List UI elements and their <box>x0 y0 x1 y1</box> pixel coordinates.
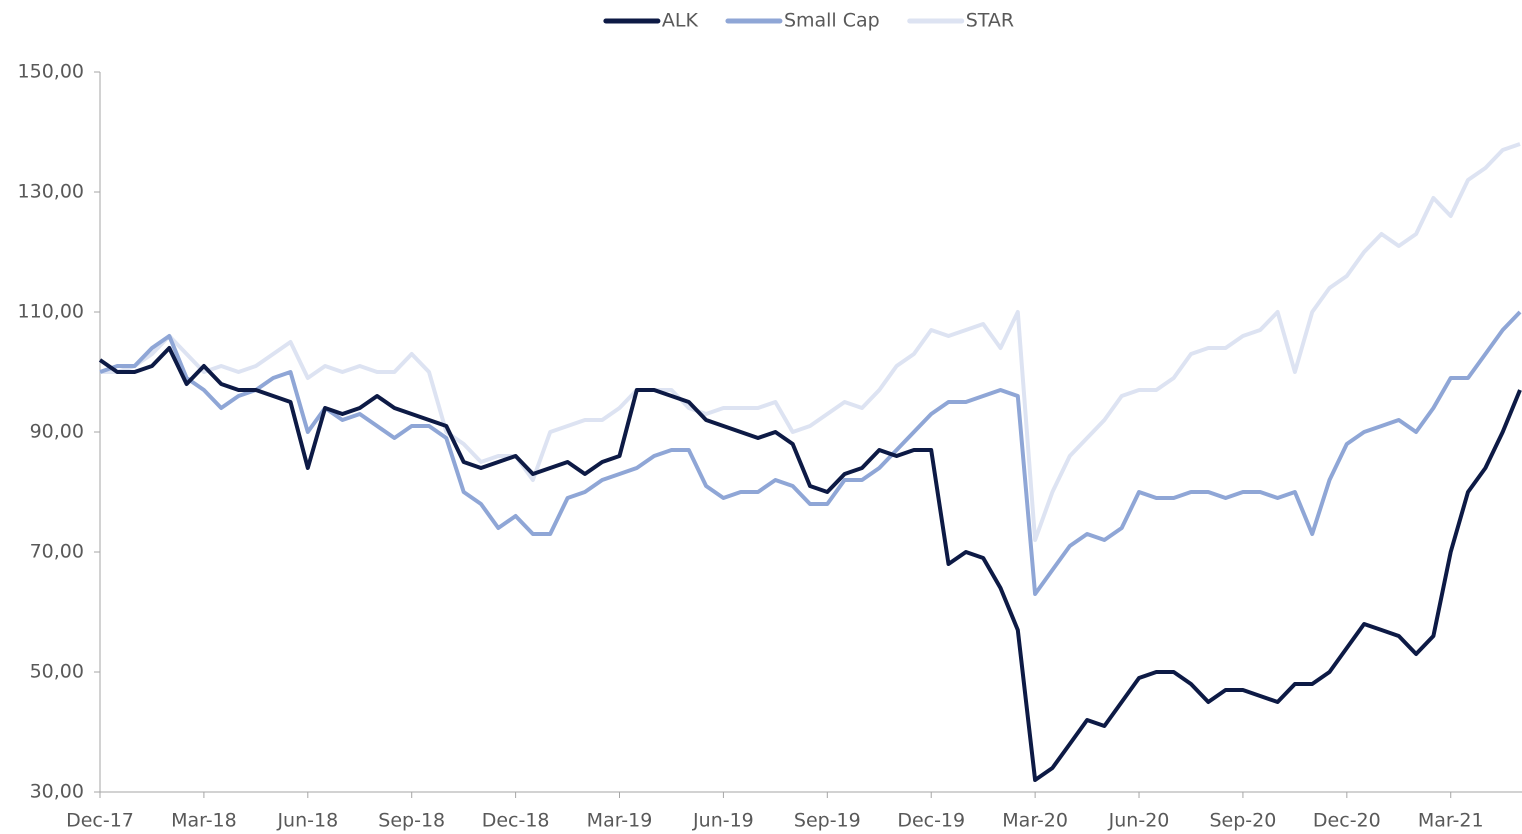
series-line <box>99 310 1522 596</box>
series-line <box>98 346 1522 782</box>
series-line <box>100 142 1521 542</box>
x-tick-label: Mar-21 <box>1418 810 1484 832</box>
legend-label: ALK <box>662 10 699 32</box>
y-tick-label: 70,00 <box>30 541 84 563</box>
y-tick-label: 50,00 <box>30 661 84 683</box>
x-tick-label: Dec-19 <box>897 810 965 832</box>
x-tick-label: Dec-18 <box>482 810 550 832</box>
x-tick-label: Dec-20 <box>1313 810 1381 832</box>
x-tick-label: Mar-19 <box>587 810 653 832</box>
x-tick-label: Jun-20 <box>1108 810 1170 832</box>
x-tick-label: Jun-19 <box>692 810 754 832</box>
legend-label: STAR <box>966 10 1014 32</box>
y-tick-label: 90,00 <box>30 421 84 443</box>
x-tick-label: Jun-18 <box>276 810 338 832</box>
legend-label: Small Cap <box>784 10 880 32</box>
y-tick-label: 30,00 <box>30 781 84 803</box>
x-tick-label: Sep-18 <box>378 810 445 832</box>
x-tick-label: Sep-19 <box>794 810 861 832</box>
x-tick-label: Mar-18 <box>171 810 237 832</box>
x-tick-label: Mar-20 <box>1002 810 1068 832</box>
y-tick-label: 130,00 <box>18 181 84 203</box>
y-tick-label: 150,00 <box>18 61 84 83</box>
y-tick-label: 110,00 <box>18 301 84 323</box>
x-tick-label: Dec-17 <box>66 810 134 832</box>
legend: ALK Small Cap STAR <box>603 10 1014 32</box>
x-tick-label: Sep-20 <box>1210 810 1277 832</box>
